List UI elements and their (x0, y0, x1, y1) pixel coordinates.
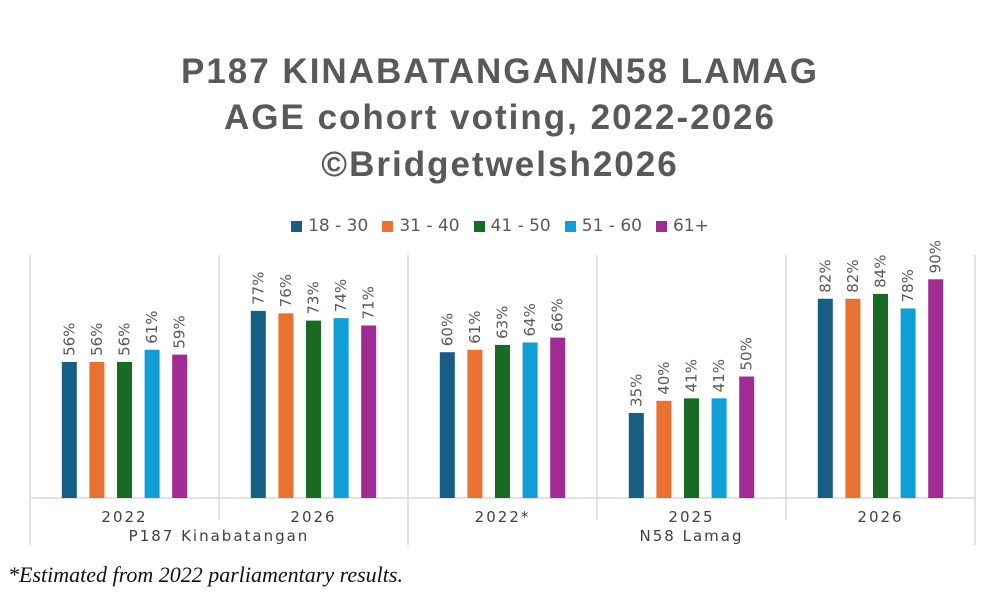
x-tick-label: 2022* (475, 508, 531, 526)
bar (172, 354, 188, 498)
legend-swatch (655, 220, 667, 232)
data-label: 82% (816, 259, 834, 292)
legend-label: 61+ (672, 216, 709, 236)
legend-swatch (473, 220, 485, 232)
data-label: 78% (899, 269, 917, 302)
bar (333, 318, 349, 498)
legend-item: 61+ (655, 216, 709, 236)
legend-swatch (291, 220, 303, 232)
bar (711, 398, 727, 498)
data-label: 40% (655, 361, 673, 394)
bar (144, 349, 160, 498)
bar-chart: 56% 56% 56% 61% 59% 2022 77% 76% 73% 74% 71% 2026 60… (29, 240, 976, 545)
bar (361, 325, 377, 498)
data-label: 82% (844, 259, 862, 292)
bar (656, 400, 672, 498)
legend: 18 - 30 31 - 40 41 - 50 51 - 60 61+ (0, 216, 1000, 236)
legend-swatch (564, 220, 576, 232)
chart-title-line-2: AGE cohort voting, 2022-2026 (224, 98, 776, 137)
data-label: 56% (116, 323, 134, 356)
data-label: 71% (360, 286, 378, 319)
bar (522, 342, 538, 498)
footnote: *Estimated from 2022 parliamentary resul… (8, 562, 403, 587)
data-label: 73% (305, 281, 323, 314)
bar (89, 361, 105, 498)
bar (684, 398, 699, 498)
x-tick-label: 2022 (101, 508, 147, 526)
bar (739, 376, 755, 498)
group-label: N58 Lamag (640, 527, 744, 545)
data-label: 66% (549, 298, 567, 331)
data-label: 64% (521, 303, 539, 336)
data-label: 50% (738, 337, 756, 370)
bar (250, 310, 266, 498)
legend-item: 41 - 50 (473, 216, 551, 236)
data-label: 63% (494, 306, 512, 339)
legend-item: 51 - 60 (564, 216, 642, 236)
data-label: 56% (88, 323, 106, 356)
bar (900, 308, 916, 498)
legend-item: 18 - 30 (291, 216, 368, 236)
group-label: P187 Kinabatangan (129, 527, 310, 545)
data-label: 60% (438, 313, 456, 346)
x-tick-label: 2025 (668, 508, 714, 526)
legend-label: 31 - 40 (399, 216, 460, 236)
legend-label: 18 - 30 (308, 216, 369, 236)
bar (439, 352, 455, 498)
bar (873, 293, 888, 498)
chart-title-line-3: ©Bridgetwelsh2026 (321, 145, 679, 184)
data-label: 61% (466, 310, 484, 343)
data-label: 76% (277, 274, 295, 307)
bar (278, 313, 294, 498)
bar (550, 337, 566, 498)
bar (495, 344, 510, 498)
bar (817, 298, 833, 498)
bar (467, 349, 483, 498)
data-label: 77% (249, 272, 267, 305)
chart-title-line-1: P187 KINABATANGAN/N58 LAMAG (180, 52, 820, 91)
data-label: 74% (332, 279, 350, 312)
data-label: 59% (171, 315, 189, 348)
bar (928, 279, 944, 498)
bar (117, 361, 132, 498)
bar (306, 320, 321, 498)
legend-label: 51 - 60 (581, 216, 642, 236)
data-label: 90% (927, 240, 945, 273)
data-label: 84% (872, 255, 890, 288)
bar (628, 412, 644, 498)
data-label: 35% (627, 374, 645, 407)
bar (61, 361, 77, 498)
legend-label: 41 - 50 (490, 216, 551, 236)
data-label: 56% (60, 323, 78, 356)
data-label: 41% (683, 359, 701, 392)
bar (845, 298, 861, 498)
data-label: 61% (143, 310, 161, 343)
legend-swatch (382, 220, 394, 232)
data-label: 41% (710, 359, 728, 392)
x-tick-label: 2026 (857, 508, 903, 526)
legend-item: 31 - 40 (382, 216, 460, 236)
x-tick-label: 2026 (290, 508, 336, 526)
